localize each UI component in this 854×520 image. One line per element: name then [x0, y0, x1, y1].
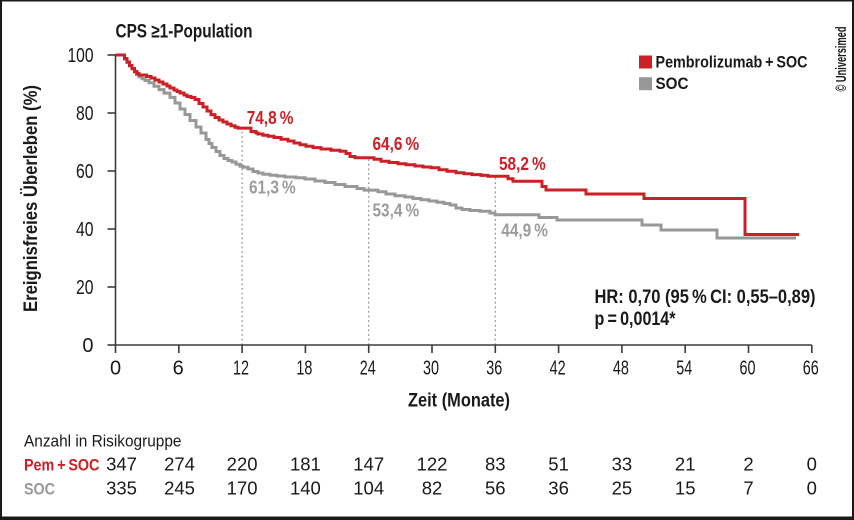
svg-text:80: 80: [76, 103, 94, 125]
svg-text:60: 60: [76, 161, 94, 183]
svg-text:100: 100: [68, 45, 94, 67]
svg-text:0: 0: [110, 358, 121, 380]
svg-text:Pembrolizumab + SOC: Pembrolizumab + SOC: [656, 53, 808, 72]
svg-text:12: 12: [233, 358, 249, 380]
svg-text:60: 60: [740, 358, 756, 380]
svg-text:274: 274: [164, 454, 195, 475]
svg-text:0: 0: [82, 335, 93, 357]
svg-text:220: 220: [227, 454, 258, 475]
svg-text:122: 122: [417, 454, 448, 475]
svg-text:66: 66: [803, 358, 819, 380]
svg-text:p = 0,0014*: p = 0,0014*: [595, 309, 677, 330]
svg-text:64,6 %: 64,6 %: [373, 134, 420, 154]
svg-text:181: 181: [290, 454, 321, 475]
svg-text:SOC: SOC: [656, 74, 689, 93]
svg-text:48: 48: [613, 358, 629, 380]
svg-text:0: 0: [807, 454, 817, 475]
svg-text:104: 104: [353, 478, 384, 499]
svg-text:147: 147: [353, 454, 384, 475]
svg-text:58,2 %: 58,2 %: [499, 154, 546, 174]
svg-text:335: 335: [106, 478, 137, 499]
svg-text:347: 347: [106, 454, 137, 475]
svg-text:56: 56: [485, 478, 506, 499]
svg-text:36: 36: [486, 358, 502, 380]
svg-text:36: 36: [548, 478, 569, 499]
svg-text:18: 18: [296, 358, 312, 380]
svg-text:82: 82: [422, 478, 443, 499]
svg-text:170: 170: [227, 478, 258, 499]
svg-text:74,8 %: 74,8 %: [247, 108, 294, 128]
svg-text:Zeit (Monate): Zeit (Monate): [408, 391, 510, 412]
svg-text:30: 30: [423, 358, 439, 380]
svg-text:140: 140: [290, 478, 321, 499]
svg-text:21: 21: [675, 454, 696, 475]
svg-text:Pem + SOC: Pem + SOC: [24, 456, 99, 475]
svg-text:© Universimed: © Universimed: [833, 27, 850, 92]
svg-text:Ereignisfreies Überleben (%): Ereignisfreies Überleben (%): [21, 85, 42, 312]
svg-text:SOC: SOC: [24, 480, 55, 499]
svg-text:42: 42: [550, 358, 566, 380]
svg-text:25: 25: [612, 478, 633, 499]
svg-text:7: 7: [743, 478, 753, 499]
svg-text:245: 245: [164, 478, 195, 499]
svg-text:51: 51: [548, 454, 569, 475]
svg-text:53,4 %: 53,4 %: [373, 201, 420, 221]
svg-text:15: 15: [675, 478, 696, 499]
svg-text:54: 54: [676, 358, 692, 380]
svg-text:HR: 0,70 (95 % CI: 0,55–0,89): HR: 0,70 (95 % CI: 0,55–0,89): [595, 287, 816, 308]
svg-text:61,3 %: 61,3 %: [249, 178, 296, 198]
svg-text:83: 83: [485, 454, 506, 475]
svg-text:CPS ≥1-Population: CPS ≥1-Population: [116, 22, 253, 43]
svg-text:40: 40: [76, 219, 94, 241]
svg-text:24: 24: [360, 358, 376, 380]
svg-text:44,9 %: 44,9 %: [501, 221, 548, 241]
svg-text:0: 0: [807, 478, 817, 499]
svg-text:6: 6: [173, 358, 184, 380]
svg-text:Anzahl in Risikogruppe: Anzahl in Risikogruppe: [24, 431, 182, 450]
svg-text:20: 20: [76, 277, 94, 299]
svg-text:33: 33: [612, 454, 633, 475]
svg-text:2: 2: [743, 454, 753, 475]
